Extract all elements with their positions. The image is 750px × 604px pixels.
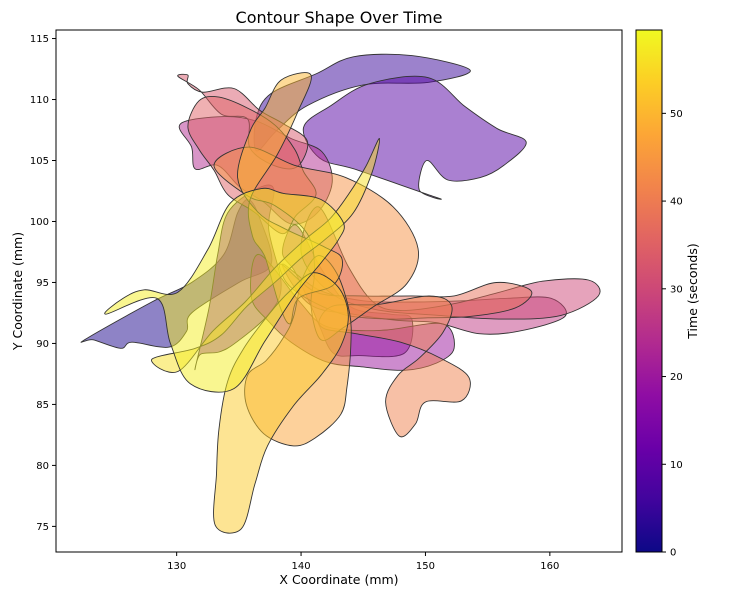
colorbar-tick-label: 50 [670,109,683,120]
y-tick-label: 80 [36,461,49,472]
y-tick-label: 85 [36,400,49,411]
y-tick-label: 90 [36,339,49,350]
colorbar [635,29,663,553]
x-axis-ticks: 130 140 150 160 [167,552,559,572]
colorbar-ticks: 0 10 20 30 40 50 [662,109,683,559]
colorbar-label: Time (seconds) [685,243,700,339]
x-tick-label: 160 [540,561,559,572]
x-tick-label: 140 [292,561,311,572]
contour-shape-16 [213,272,349,534]
contour-shape-2 [302,75,527,200]
colorbar-tick-label: 30 [670,284,683,295]
y-tick-label: 75 [36,522,49,533]
x-tick-label: 150 [416,561,435,572]
y-tick-label: 95 [36,278,49,289]
y-tick-label: 115 [30,34,49,45]
colorbar-tick-label: 10 [670,460,683,471]
chart-title: Contour Shape Over Time [236,8,443,27]
y-tick-label: 105 [30,156,49,167]
colorbar-tick-label: 40 [670,197,683,208]
contour-shapes [80,53,601,534]
colorbar-tick-label: 0 [670,548,676,559]
y-axis-label: Y Coordinate (mm) [10,232,25,351]
contour-shape-18 [104,187,345,393]
y-tick-label: 110 [30,95,49,106]
y-axis-ticks: 75 80 85 90 95 100 105 110 115 [30,34,56,533]
y-tick-label: 100 [30,217,49,228]
x-axis-label: X Coordinate (mm) [279,572,398,587]
x-tick-label: 130 [167,561,186,572]
colorbar-tick-label: 20 [670,372,683,383]
plot-frame [55,29,623,553]
